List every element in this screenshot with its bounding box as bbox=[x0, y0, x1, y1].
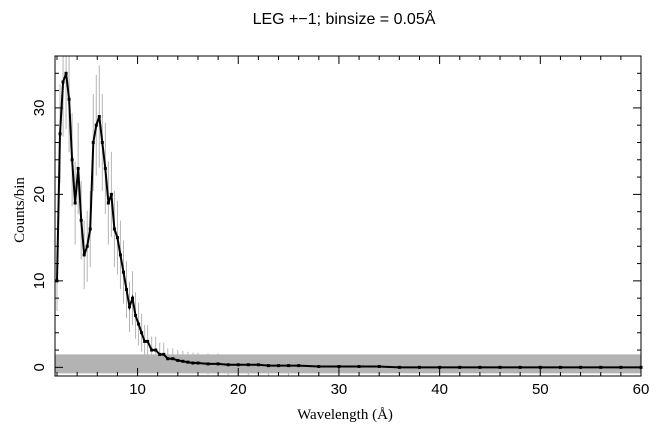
data-point bbox=[186, 360, 190, 364]
data-point bbox=[106, 201, 110, 205]
data-point bbox=[216, 362, 220, 366]
data-point bbox=[166, 357, 170, 361]
data-point bbox=[131, 296, 135, 300]
data-point bbox=[337, 364, 341, 368]
data-point bbox=[124, 288, 128, 292]
data-point bbox=[181, 359, 185, 363]
data-point bbox=[79, 218, 83, 222]
data-point bbox=[146, 339, 150, 343]
data-point bbox=[558, 365, 562, 369]
data-point bbox=[97, 115, 101, 119]
data-point bbox=[266, 364, 270, 368]
data-point bbox=[82, 253, 86, 257]
x-tick-label: 10 bbox=[129, 381, 146, 398]
data-point bbox=[297, 364, 301, 368]
chart-title: LEG +−1; binsize = 0.05Å bbox=[253, 9, 436, 28]
x-axis-label: Wavelength (Å) bbox=[297, 407, 393, 423]
data-point bbox=[377, 364, 381, 368]
data-point bbox=[458, 365, 462, 369]
data-point bbox=[64, 71, 68, 75]
data-point bbox=[478, 365, 482, 369]
data-point bbox=[137, 322, 141, 326]
data-point bbox=[317, 364, 321, 368]
data-point bbox=[118, 253, 122, 257]
data-point bbox=[256, 363, 260, 367]
data-point bbox=[109, 192, 113, 196]
plot-frame bbox=[54, 55, 642, 377]
data-point bbox=[73, 201, 77, 205]
background-band bbox=[55, 354, 641, 374]
data-point bbox=[206, 362, 210, 366]
y-tick-label: 30 bbox=[31, 100, 48, 117]
y-tick-label: 10 bbox=[31, 273, 48, 290]
spectrum-line bbox=[56, 72, 641, 369]
data-point bbox=[115, 236, 119, 240]
data-point bbox=[518, 365, 522, 369]
data-point bbox=[162, 352, 166, 356]
data-point bbox=[191, 361, 195, 365]
x-tick-label: 20 bbox=[230, 381, 247, 398]
data-point bbox=[171, 357, 175, 361]
x-tick-label: 60 bbox=[633, 381, 650, 398]
x-tick-label: 40 bbox=[431, 381, 448, 398]
data-point bbox=[538, 365, 542, 369]
data-point bbox=[357, 364, 361, 368]
data-point bbox=[100, 140, 104, 144]
data-point bbox=[128, 305, 132, 309]
data-point bbox=[226, 363, 230, 367]
data-point bbox=[91, 140, 95, 144]
error-bars bbox=[56, 56, 642, 376]
data-point bbox=[85, 244, 89, 248]
data-point bbox=[121, 270, 125, 274]
y-axis-label: Counts/bin bbox=[12, 177, 28, 243]
data-point bbox=[176, 358, 180, 362]
data-point bbox=[76, 166, 80, 170]
data-point bbox=[438, 365, 442, 369]
data-point bbox=[579, 365, 583, 369]
y-tick-label: 20 bbox=[31, 186, 48, 203]
axes: 10 20 30 40 50 60 0 10 20 30 bbox=[31, 55, 650, 398]
data-point bbox=[397, 365, 401, 369]
data-point bbox=[417, 365, 421, 369]
data-point bbox=[236, 363, 240, 367]
data-point bbox=[112, 227, 116, 231]
data-point bbox=[140, 331, 144, 335]
data-point bbox=[154, 348, 158, 352]
data-point bbox=[287, 364, 291, 368]
data-point bbox=[88, 227, 92, 231]
data-point bbox=[150, 348, 154, 352]
data-point bbox=[61, 80, 65, 84]
x-tick-label: 30 bbox=[331, 381, 348, 398]
y-tick-label: 0 bbox=[31, 363, 48, 371]
data-point bbox=[196, 361, 200, 365]
spectrum-series bbox=[55, 71, 643, 369]
data-point bbox=[246, 363, 250, 367]
data-point bbox=[277, 364, 281, 368]
data-point bbox=[158, 352, 162, 356]
data-point bbox=[58, 132, 62, 136]
x-tick-label: 50 bbox=[532, 381, 549, 398]
data-point bbox=[498, 365, 502, 369]
data-point bbox=[103, 166, 107, 170]
data-point bbox=[143, 339, 147, 343]
data-point bbox=[619, 365, 623, 369]
background-band-rect bbox=[55, 354, 641, 374]
data-point bbox=[94, 123, 98, 127]
data-point bbox=[599, 365, 603, 369]
data-point bbox=[70, 158, 74, 162]
data-point bbox=[67, 97, 71, 101]
data-point bbox=[134, 313, 138, 317]
